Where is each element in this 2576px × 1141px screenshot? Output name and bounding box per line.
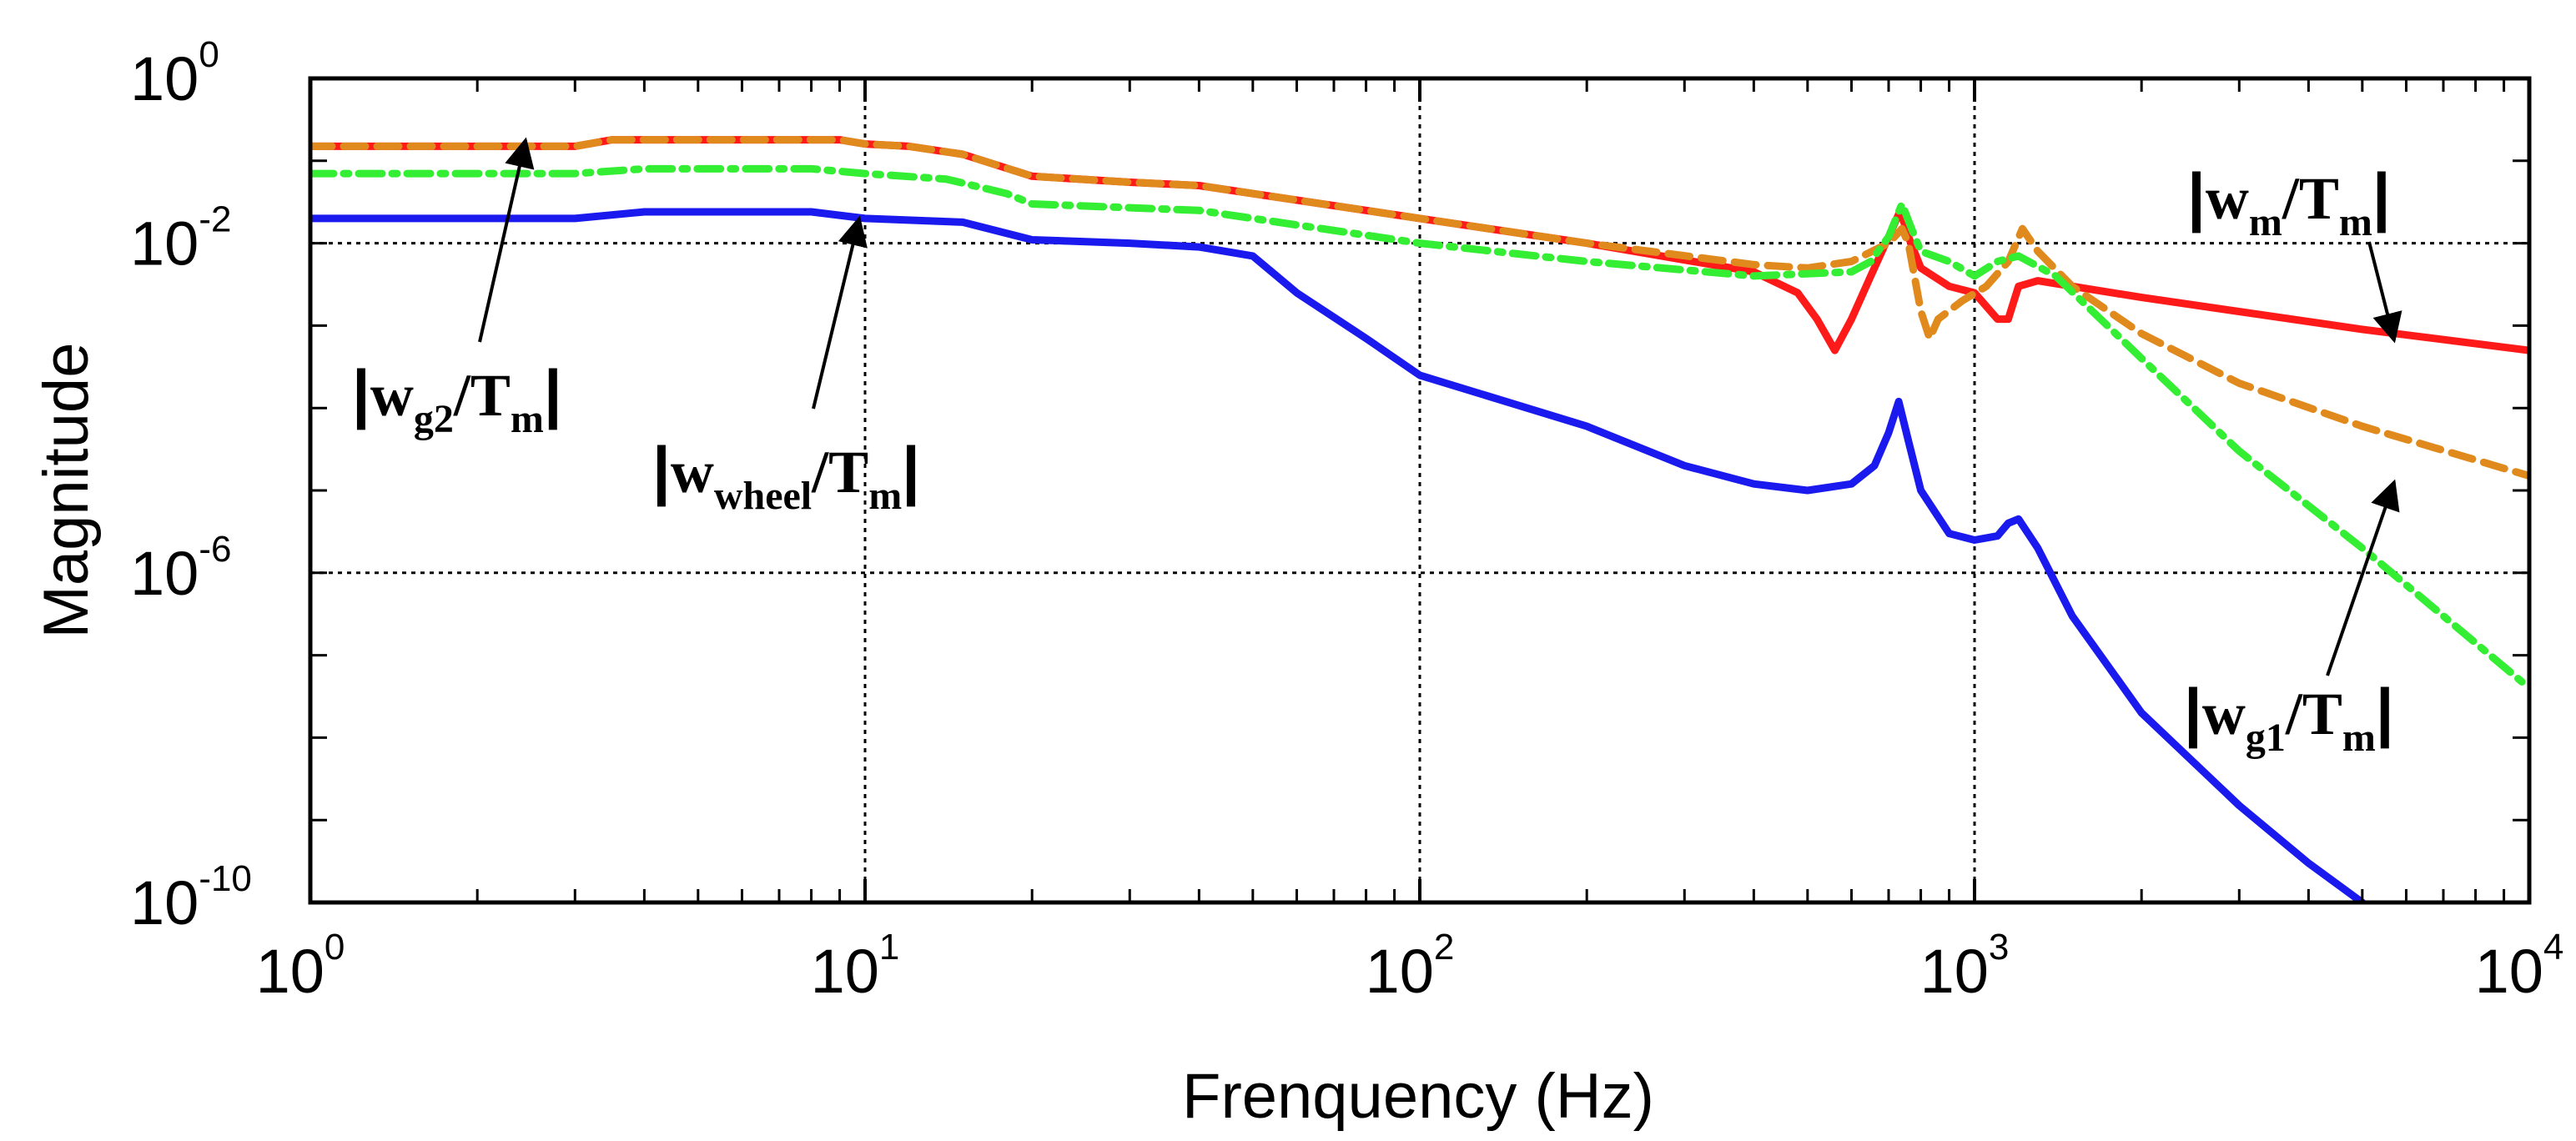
annotation-wg1: |wg1/Tm| — [2184, 675, 2394, 760]
x-axis-label: Frenquency (Hz) — [1182, 1061, 1654, 1132]
annotation-wg2: |wg2/Tm| — [352, 356, 562, 441]
y-axis-ticks: 100 10-2 10-6 10-10 — [130, 34, 2529, 937]
x-tick-label: 101 — [811, 927, 900, 1006]
series-line-w-wheel-t-m — [310, 208, 2367, 902]
arrow-wwheel — [812, 215, 868, 410]
y-tick-label: 10-2 — [130, 199, 231, 279]
y-tick-label: 10-6 — [130, 529, 231, 608]
annotation-wm: |wm/Tm| — [2187, 159, 2391, 244]
annotation-wwheel: |wwheel/Tm| — [652, 433, 920, 518]
x-axis-ticks: 100 101 102 103 104 — [256, 78, 2564, 1006]
arrow-wm — [2367, 241, 2402, 344]
series-group — [310, 136, 2529, 902]
x-tick-label: 100 — [256, 927, 345, 1006]
y-tick-label: 10-10 — [130, 858, 252, 937]
y-tick-label: 100 — [130, 34, 219, 113]
arrow-wg2 — [478, 137, 535, 343]
series-line-w-g1-t-m — [310, 136, 2529, 480]
y-axis-label: Magnitude — [31, 343, 102, 639]
x-tick-label: 104 — [2475, 927, 2564, 1006]
grid — [310, 78, 2529, 902]
arrow-wg1 — [2326, 479, 2400, 676]
annotation-arrows — [478, 137, 2402, 676]
x-tick-label: 102 — [1366, 927, 1455, 1006]
x-tick-label: 103 — [1920, 927, 2010, 1006]
series-line-w-g2-t-m — [310, 164, 2529, 692]
